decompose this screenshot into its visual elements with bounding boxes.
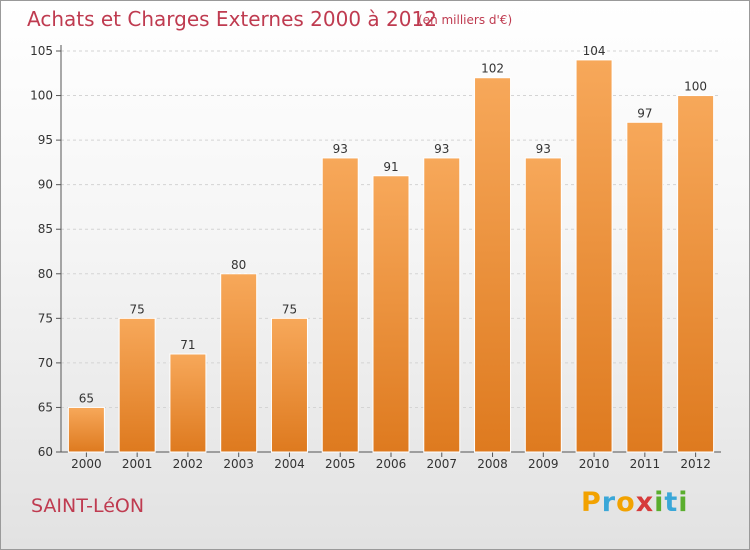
y-tick-label: 90 <box>38 178 53 192</box>
x-tick-label: 2002 <box>173 457 204 471</box>
y-tick-label: 85 <box>38 222 53 236</box>
y-tick-label: 65 <box>38 400 53 414</box>
chart-subtitle: (en milliers d'€) <box>418 13 513 27</box>
data-label: 91 <box>383 160 398 174</box>
bar <box>474 77 512 453</box>
bar-layer <box>67 59 715 453</box>
logo-letter: t <box>664 487 679 518</box>
x-tick-label: 2008 <box>477 457 508 471</box>
data-label: 75 <box>282 302 297 316</box>
y-tick-label: 60 <box>38 445 53 459</box>
bar <box>270 317 308 453</box>
x-tick-label: 2000 <box>71 457 102 471</box>
data-label: 75 <box>130 302 145 316</box>
logo-letter: P <box>581 487 602 518</box>
chart-title: Achats et Charges Externes 2000 à 2012 <box>27 7 437 31</box>
logo-letter: i <box>678 487 689 518</box>
x-tick-label: 2005 <box>325 457 356 471</box>
label-layer: 65 75 71 80 75 93 91 93 102 93 104 97 100 <box>79 44 707 406</box>
bar <box>169 353 207 453</box>
data-label: 80 <box>231 258 246 272</box>
data-label: 102 <box>481 62 504 76</box>
logo-letter: o <box>616 487 636 518</box>
x-tick-label: 2003 <box>223 457 254 471</box>
x-tick-label: 2009 <box>528 457 559 471</box>
x-tick-label: 2007 <box>426 457 457 471</box>
bar <box>677 95 715 453</box>
y-tick-label: 80 <box>38 267 53 281</box>
data-label: 71 <box>180 338 195 352</box>
proxiti-logo: Proxiti <box>581 487 689 518</box>
x-tick-label: 2006 <box>376 457 407 471</box>
data-label: 93 <box>434 142 449 156</box>
bar <box>524 157 562 453</box>
y-tick-label: 70 <box>38 356 53 370</box>
bar <box>575 59 613 453</box>
place-name: SAINT-LéON <box>31 495 145 517</box>
data-label: 65 <box>79 391 94 405</box>
y-tick-label: 95 <box>38 133 53 147</box>
y-tick-label: 105 <box>30 44 53 58</box>
logo-letter: x <box>635 487 655 518</box>
y-tick-label: 75 <box>38 311 53 325</box>
logo-letter: r <box>601 487 617 518</box>
x-tick-label: 2001 <box>122 457 153 471</box>
data-label: 104 <box>583 44 606 58</box>
bar <box>423 157 461 453</box>
bar <box>67 406 105 453</box>
bar <box>118 317 156 453</box>
bar <box>220 273 258 453</box>
bar <box>321 157 359 453</box>
x-tick-label: 2012 <box>680 457 711 471</box>
data-label: 93 <box>536 142 551 156</box>
x-tick-label: 2011 <box>630 457 661 471</box>
bar <box>372 175 410 453</box>
x-tick-label: 2004 <box>274 457 305 471</box>
data-label: 97 <box>637 106 652 120</box>
logo-letter: i <box>654 487 665 518</box>
y-tick-label: 100 <box>30 89 53 103</box>
data-label: 100 <box>684 80 707 94</box>
x-tick-label: 2010 <box>579 457 610 471</box>
bar <box>626 121 664 453</box>
data-label: 93 <box>333 142 348 156</box>
